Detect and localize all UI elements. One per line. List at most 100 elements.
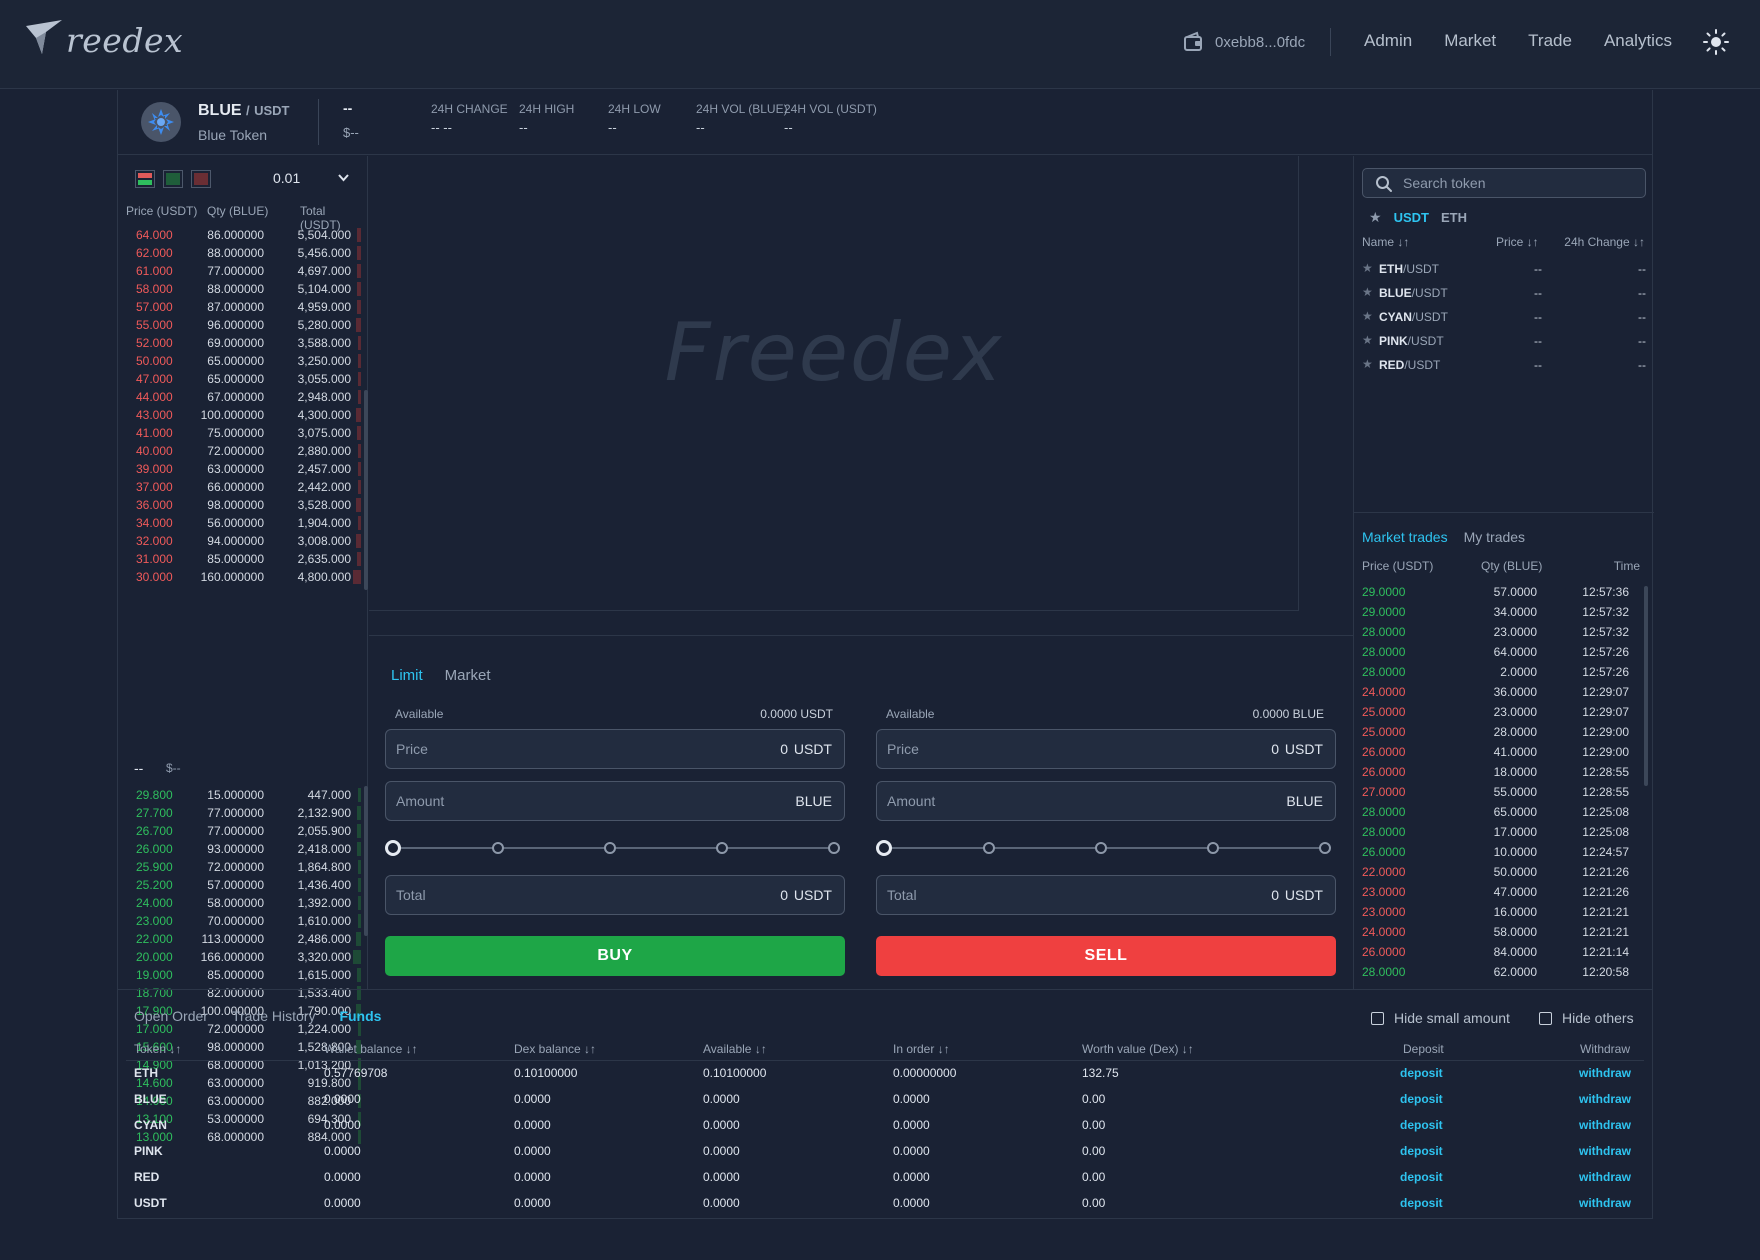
slider-step-100[interactable]: [1319, 842, 1331, 854]
sell-amount-input[interactable]: Amount BLUE: [876, 781, 1336, 821]
withdraw-link[interactable]: withdraw: [1579, 1144, 1632, 1158]
favorites-star-icon[interactable]: ★: [1369, 209, 1382, 225]
tab-eth[interactable]: ETH: [1440, 210, 1467, 225]
nav-market[interactable]: Market: [1444, 31, 1497, 50]
bid-row[interactable]: 17.000 72.000000 1,224.000: [118, 1020, 364, 1038]
chevron-down-icon[interactable]: [338, 171, 349, 185]
bid-row[interactable]: 14.000 63.000000 882.000: [118, 1092, 364, 1110]
tab-usdt[interactable]: USDT: [1393, 210, 1429, 225]
view-bids-icon[interactable]: [163, 170, 183, 188]
nav-analytics[interactable]: Analytics: [1603, 31, 1672, 50]
market-row-red[interactable]: ★ RED/USDT -- --: [1362, 355, 1646, 375]
ask-row[interactable]: 43.000 100.000000 4,300.000: [118, 406, 364, 424]
slider-step-50[interactable]: [1095, 842, 1107, 854]
deposit-link[interactable]: deposit: [1400, 1144, 1443, 1158]
slider-step-50[interactable]: [604, 842, 616, 854]
slider-step-75[interactable]: [716, 842, 728, 854]
deposit-link[interactable]: deposit: [1400, 1066, 1443, 1080]
bid-row[interactable]: 23.000 70.000000 1,610.000: [118, 912, 364, 930]
wallet-address[interactable]: 0xebb8...0fdc: [1183, 31, 1305, 53]
buy-amount-slider[interactable]: [385, 833, 845, 863]
ask-row[interactable]: 44.000 67.000000 2,948.000: [118, 388, 364, 406]
funds-header-dex[interactable]: Dex balance ↓↑: [514, 1042, 597, 1056]
sell-total-input[interactable]: Total 0 USDT: [876, 875, 1336, 915]
tab-open-order[interactable]: Open Order: [134, 1008, 208, 1024]
bid-row[interactable]: 20.000 166.000000 3,320.000: [118, 948, 364, 966]
ask-row[interactable]: 39.000 63.000000 2,457.000: [118, 460, 364, 478]
tab-trade-history[interactable]: Trade History: [231, 1008, 316, 1024]
ask-row[interactable]: 64.000 86.000000 5,504.000: [118, 226, 364, 244]
view-both-icon[interactable]: [135, 170, 155, 188]
freedex-logo[interactable]: reedex: [24, 18, 183, 62]
bid-row[interactable]: 19.000 85.000000 1,615.000: [118, 966, 364, 984]
star-icon[interactable]: ★: [1362, 261, 1373, 275]
sell-price-input[interactable]: Price 0 USDT: [876, 729, 1336, 769]
bid-row[interactable]: 17.900 100.000000 1,790.000: [118, 1002, 364, 1020]
nav-admin[interactable]: Admin: [1364, 31, 1413, 50]
buy-total-input[interactable]: Total 0 USDT: [385, 875, 845, 915]
ask-row[interactable]: 37.000 66.000000 2,442.000: [118, 478, 364, 496]
star-icon[interactable]: ★: [1362, 309, 1373, 323]
market-row-cyan[interactable]: ★ CYAN/USDT -- --: [1362, 307, 1646, 327]
bid-row[interactable]: 25.200 57.000000 1,436.400: [118, 876, 364, 894]
view-asks-icon[interactable]: [191, 170, 211, 188]
bid-row[interactable]: 13.000 68.000000 884.000: [118, 1128, 364, 1146]
search-input[interactable]: Search token: [1362, 168, 1646, 198]
market-row-blue[interactable]: ★ BLUE/USDT -- --: [1362, 283, 1646, 303]
slider-handle[interactable]: [876, 840, 892, 856]
withdraw-link[interactable]: withdraw: [1579, 1170, 1632, 1184]
bid-row[interactable]: 29.800 15.000000 447.000: [118, 786, 364, 804]
withdraw-link[interactable]: withdraw: [1579, 1092, 1632, 1106]
slider-step-25[interactable]: [492, 842, 504, 854]
slider-step-25[interactable]: [983, 842, 995, 854]
ask-row[interactable]: 40.000 72.000000 2,880.000: [118, 442, 364, 460]
ask-row[interactable]: 34.000 56.000000 1,904.000: [118, 514, 364, 532]
ask-row[interactable]: 62.000 88.000000 5,456.000: [118, 244, 364, 262]
sell-amount-slider[interactable]: [876, 833, 1336, 863]
nav-trade[interactable]: Trade: [1528, 31, 1572, 50]
slider-step-75[interactable]: [1207, 842, 1219, 854]
bids-scrollbar[interactable]: [364, 786, 368, 936]
bid-row[interactable]: 22.000 113.000000 2,486.000: [118, 930, 364, 948]
bid-row[interactable]: 13.100 53.000000 694.300: [118, 1110, 364, 1128]
mkt-header-price[interactable]: Price ↓↑: [1496, 235, 1539, 249]
slider-step-100[interactable]: [828, 842, 840, 854]
deposit-link[interactable]: deposit: [1400, 1170, 1443, 1184]
withdraw-link[interactable]: withdraw: [1579, 1066, 1632, 1080]
price-chart[interactable]: Freedex: [369, 156, 1299, 611]
bid-row[interactable]: 24.000 58.000000 1,392.000: [118, 894, 364, 912]
deposit-link[interactable]: deposit: [1400, 1118, 1443, 1132]
hide-small-amount-checkbox[interactable]: Hide small amount: [1371, 1010, 1510, 1026]
ask-row[interactable]: 61.000 77.000000 4,697.000: [118, 262, 364, 280]
sell-button[interactable]: SELL: [876, 936, 1336, 976]
funds-header-available[interactable]: Available ↓↑: [703, 1042, 767, 1056]
funds-header-wallet[interactable]: Wallet balance ↓↑: [324, 1042, 418, 1056]
star-icon[interactable]: ★: [1362, 333, 1373, 347]
funds-header-worth[interactable]: Worth value (Dex) ↓↑: [1082, 1042, 1194, 1056]
market-row-eth[interactable]: ★ ETH/USDT -- --: [1362, 259, 1646, 279]
asks-scrollbar[interactable]: [364, 390, 368, 590]
bid-row[interactable]: 14.900 68.000000 1,013.200: [118, 1056, 364, 1074]
tab-funds[interactable]: Funds: [339, 1008, 382, 1024]
slider-handle[interactable]: [385, 840, 401, 856]
bid-row[interactable]: 14.600 63.000000 919.800: [118, 1074, 364, 1092]
ask-row[interactable]: 57.000 87.000000 4,959.000: [118, 298, 364, 316]
sun-icon[interactable]: [1703, 29, 1729, 55]
ask-row[interactable]: 47.000 65.000000 3,055.000: [118, 370, 364, 388]
price-step-select[interactable]: 0.01: [273, 170, 301, 186]
bid-row[interactable]: 15.600 98.000000 1,528.800: [118, 1038, 364, 1056]
tab-market-trades[interactable]: Market trades: [1362, 529, 1448, 545]
deposit-link[interactable]: deposit: [1400, 1196, 1443, 1210]
funds-header-in-order[interactable]: In order ↓↑: [893, 1042, 950, 1056]
tab-market[interactable]: Market: [444, 667, 491, 684]
ask-row[interactable]: 31.000 85.000000 2,635.000: [118, 550, 364, 568]
ask-row[interactable]: 50.000 65.000000 3,250.000: [118, 352, 364, 370]
buy-price-input[interactable]: Price 0 USDT: [385, 729, 845, 769]
withdraw-link[interactable]: withdraw: [1579, 1118, 1632, 1132]
ask-row[interactable]: 52.000 69.000000 3,588.000: [118, 334, 364, 352]
withdraw-link[interactable]: withdraw: [1579, 1196, 1632, 1210]
bid-row[interactable]: 26.700 77.000000 2,055.900: [118, 822, 364, 840]
trades-scrollbar[interactable]: [1644, 586, 1648, 786]
mkt-header-name[interactable]: Name ↓↑: [1362, 235, 1410, 249]
deposit-link[interactable]: deposit: [1400, 1092, 1443, 1106]
